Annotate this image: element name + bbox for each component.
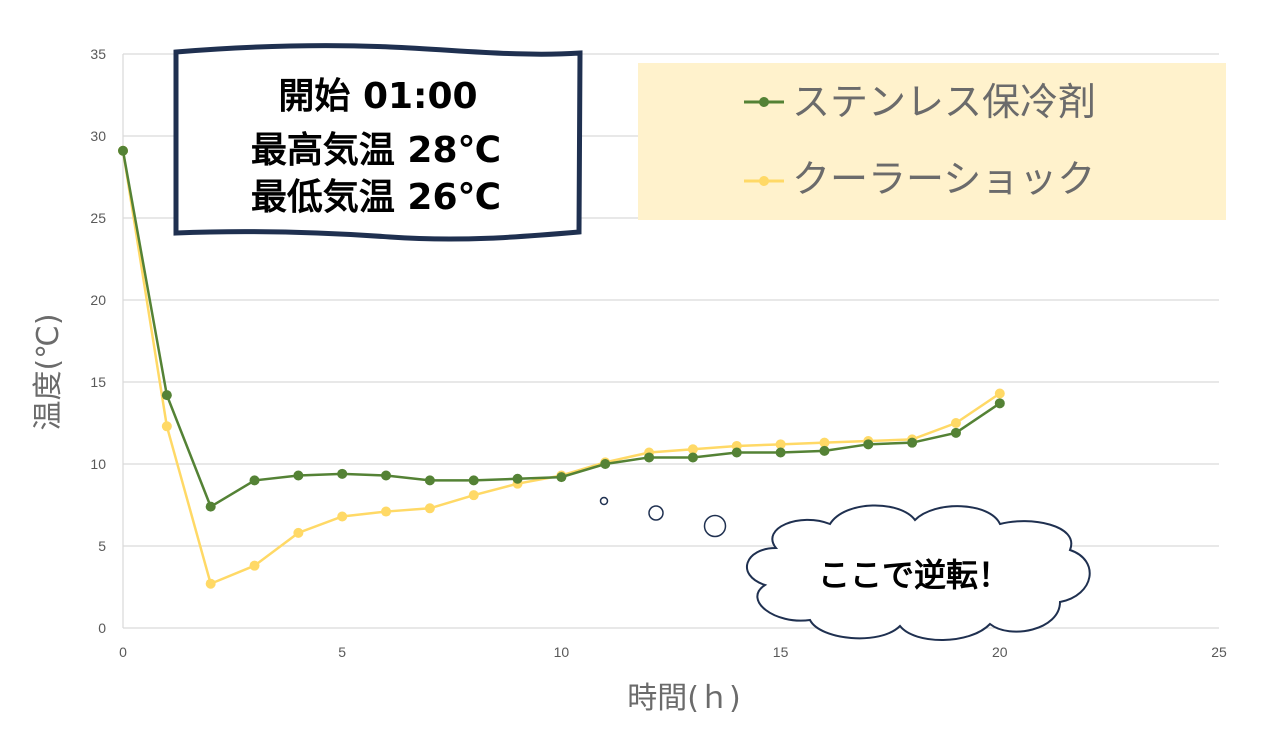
data-point-series-0 [819, 446, 829, 456]
data-point-series-0 [381, 470, 391, 480]
data-point-series-1 [162, 421, 172, 431]
y-tick-label: 20 [90, 292, 106, 308]
data-point-series-0 [469, 475, 479, 485]
thought-dot-medium [649, 506, 663, 520]
x-tick-label: 20 [992, 644, 1008, 660]
data-point-series-0 [995, 398, 1005, 408]
data-point-series-0 [907, 438, 917, 448]
y-tick-label: 5 [98, 538, 106, 554]
data-point-series-1 [337, 511, 347, 521]
x-tick-label: 15 [773, 644, 789, 660]
data-point-series-0 [951, 428, 961, 438]
x-tick-label: 0 [119, 644, 127, 660]
y-tick-label: 30 [90, 128, 106, 144]
data-point-series-0 [513, 474, 523, 484]
data-point-series-0 [250, 475, 260, 485]
info-min-temp: 最低気温 26℃ [251, 177, 501, 218]
thought-dot-large [705, 516, 726, 537]
data-point-series-1 [206, 579, 216, 589]
legend-item-coolershock: クーラーショック [744, 157, 1095, 201]
data-point-series-0 [206, 502, 216, 512]
y-tick-label: 0 [98, 620, 106, 636]
data-point-series-0 [688, 452, 698, 462]
callout-text: ここで逆転！ [818, 556, 1010, 594]
legend-label-coolershock: クーラーショック [792, 157, 1095, 201]
data-point-series-0 [556, 472, 566, 482]
data-point-series-0 [293, 470, 303, 480]
info-start-time: 開始 01:00 [278, 76, 477, 117]
x-tick-label: 10 [554, 644, 570, 660]
legend-label-stainless: ステンレス保冷剤 [792, 80, 1096, 124]
y-axis-ticks: 0 5 10 15 20 25 30 35 [90, 46, 106, 636]
data-point-series-0 [600, 459, 610, 469]
legend-item-stainless: ステンレス保冷剤 [744, 80, 1096, 124]
data-point-series-0 [425, 475, 435, 485]
x-axis-title: 時間(ｈ) [627, 681, 740, 716]
data-point-series-0 [118, 146, 128, 156]
data-point-series-0 [337, 469, 347, 479]
y-tick-label: 15 [90, 374, 106, 390]
data-point-series-1 [425, 503, 435, 513]
x-axis-ticks: 0 5 10 15 20 25 [119, 644, 1227, 660]
data-point-series-0 [162, 390, 172, 400]
legend: ステンレス保冷剤 クーラーショック [638, 63, 1226, 220]
y-axis-title: 温度(℃) [31, 313, 66, 430]
legend-marker-stainless [759, 97, 769, 107]
data-point-series-1 [469, 490, 479, 500]
y-tick-label: 10 [90, 456, 106, 472]
y-tick-label: 35 [90, 46, 106, 62]
callout-bubble: ここで逆転！ [601, 498, 1090, 641]
data-point-series-0 [732, 448, 742, 458]
data-point-series-1 [293, 528, 303, 538]
data-point-series-1 [381, 507, 391, 517]
data-point-series-0 [863, 439, 873, 449]
data-point-series-1 [951, 418, 961, 428]
y-tick-label: 25 [90, 210, 106, 226]
x-tick-label: 25 [1211, 644, 1227, 660]
info-box: 開始 01:00 最高気温 28℃ 最低気温 26℃ [176, 46, 580, 239]
x-tick-label: 5 [338, 644, 346, 660]
legend-marker-coolershock [759, 176, 769, 186]
data-point-series-0 [776, 448, 786, 458]
data-point-series-0 [644, 452, 654, 462]
thought-dot-small [601, 498, 608, 505]
data-point-series-1 [250, 561, 260, 571]
info-max-temp: 最高気温 28℃ [251, 130, 501, 171]
data-point-series-1 [995, 388, 1005, 398]
